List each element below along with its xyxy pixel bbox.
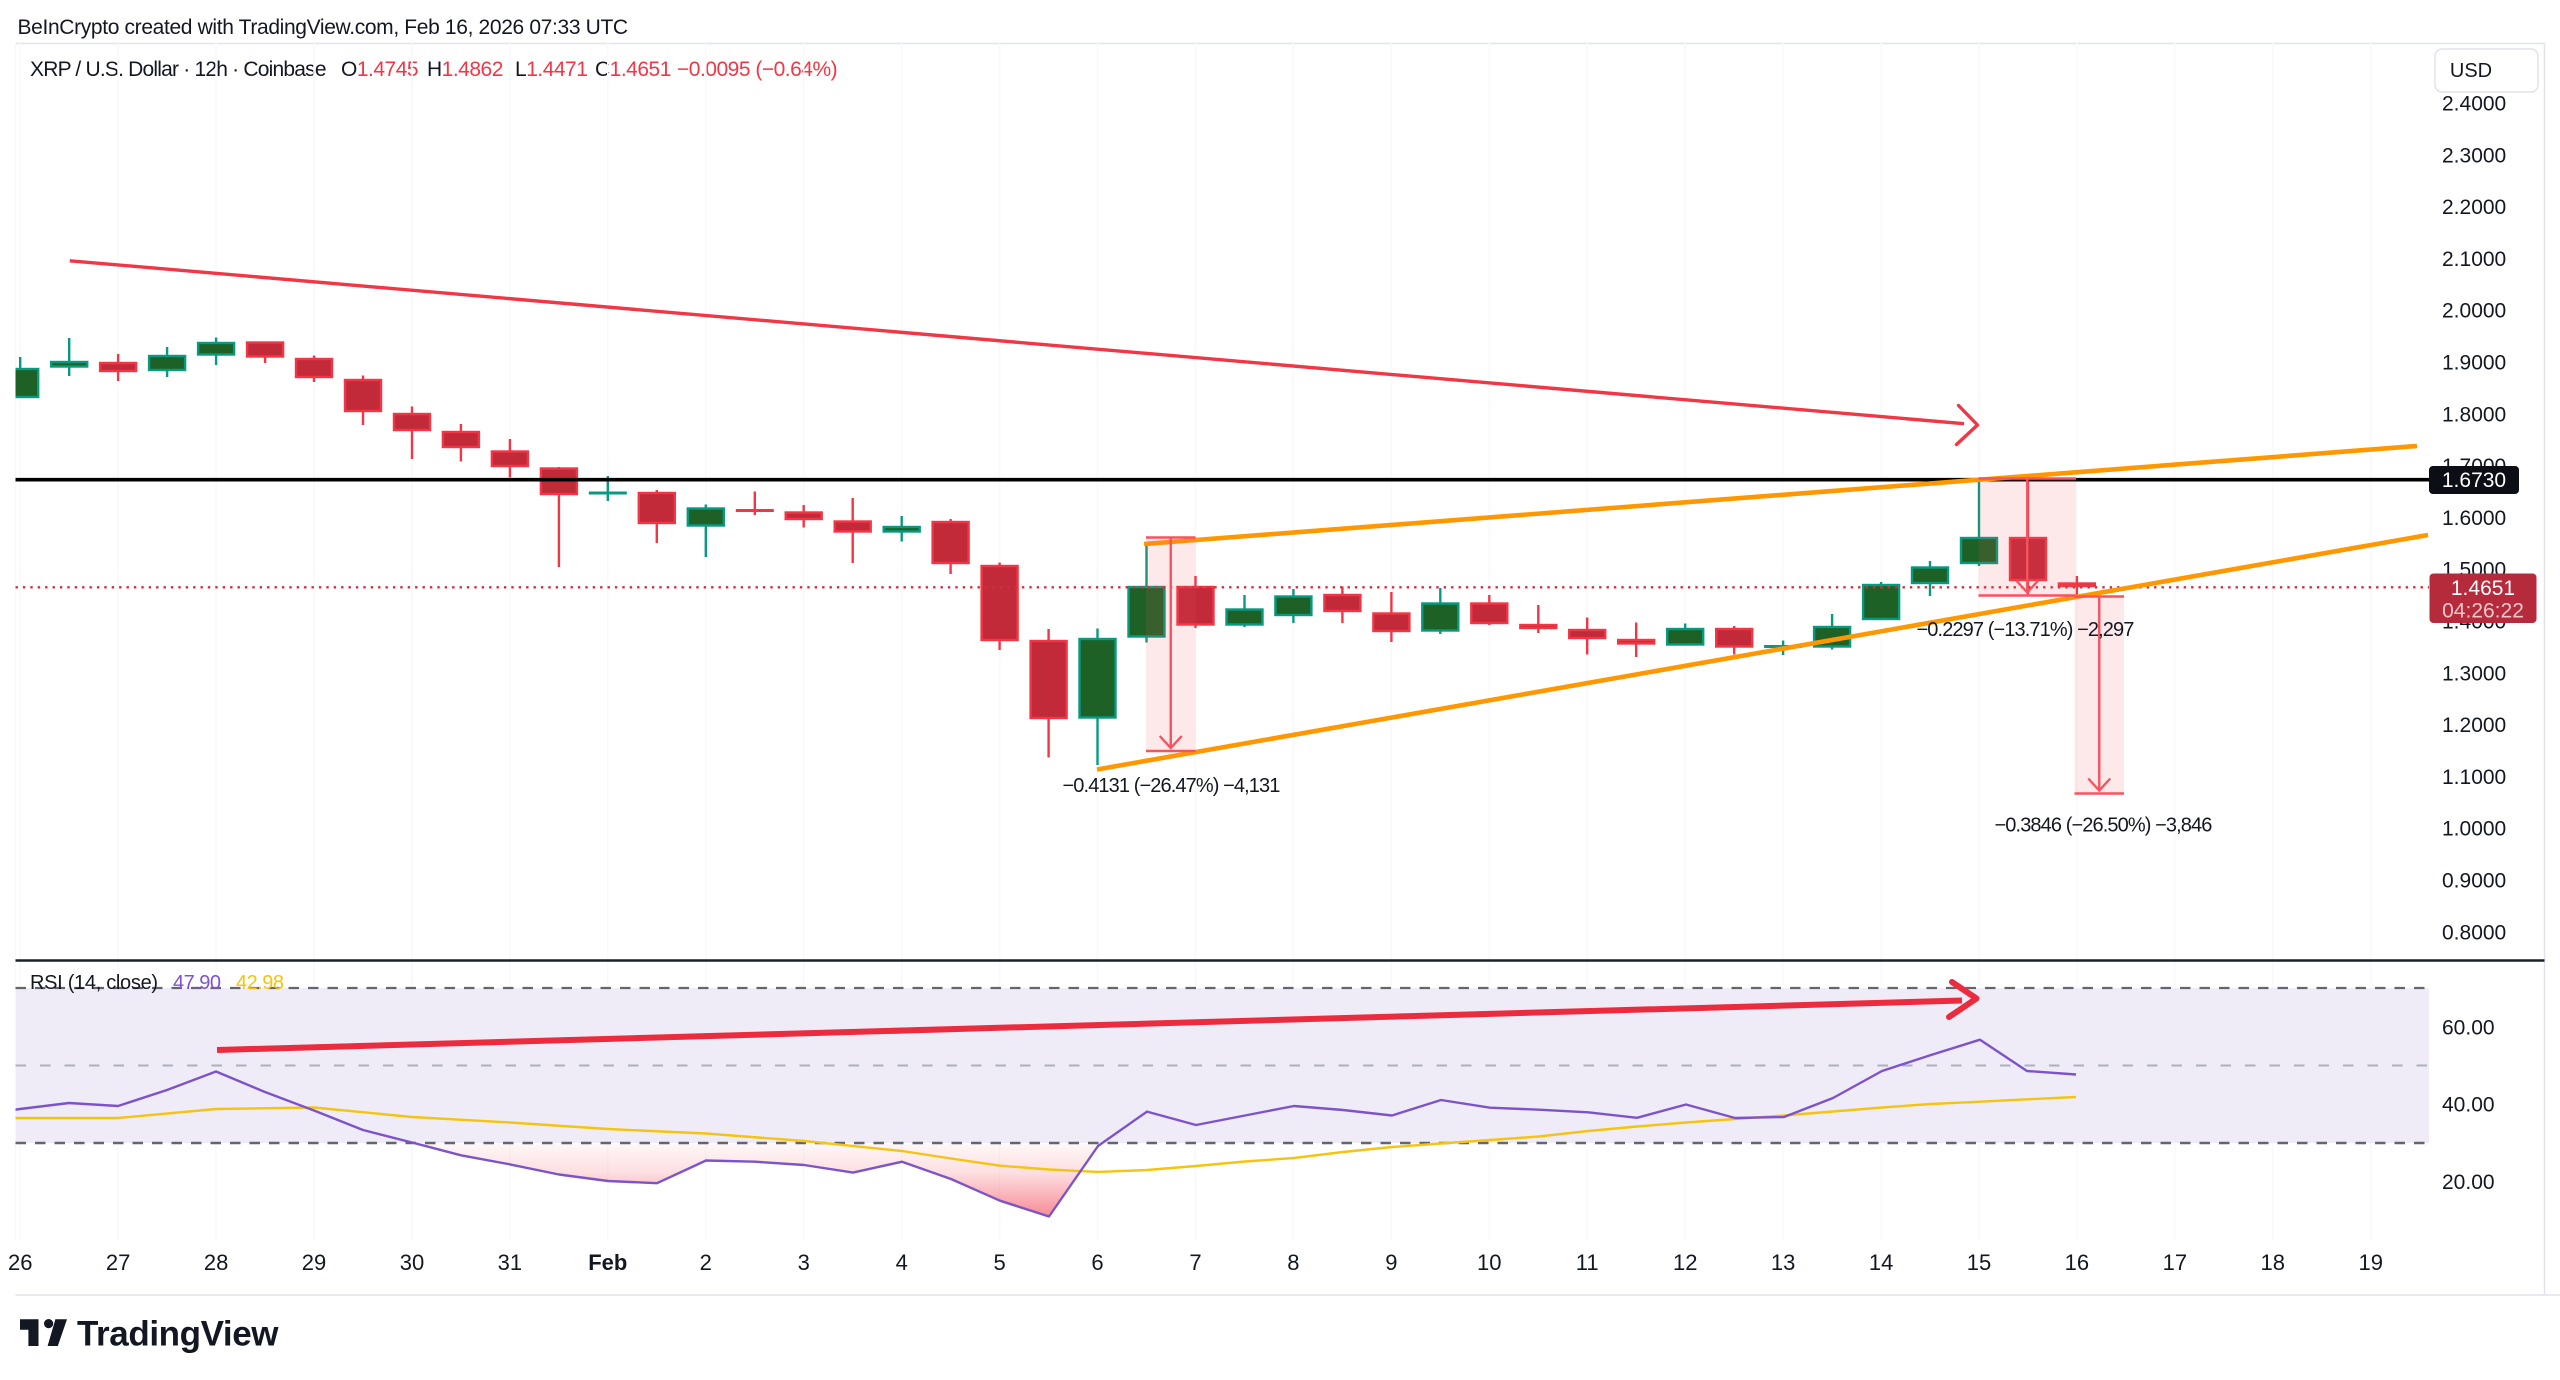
svg-text:60.00: 60.00	[2442, 1016, 2495, 1039]
svg-text:4: 4	[896, 1250, 908, 1275]
svg-text:C1.4651: C1.4651	[595, 58, 671, 81]
svg-text:6: 6	[1091, 1250, 1103, 1275]
svg-text:TradingView: TradingView	[77, 1315, 279, 1354]
svg-text:1.9000: 1.9000	[2442, 352, 2506, 375]
svg-text:−0.2297 (−13.71%) −2,297: −0.2297 (−13.71%) −2,297	[1917, 619, 2135, 641]
svg-text:31: 31	[498, 1250, 522, 1275]
svg-text:30: 30	[400, 1250, 424, 1275]
svg-text:−0.0095 (−0.64%): −0.0095 (−0.64%)	[677, 58, 837, 81]
svg-text:2: 2	[700, 1250, 712, 1275]
svg-text:1.8000: 1.8000	[2442, 403, 2506, 426]
svg-text:2.4000: 2.4000	[2442, 93, 2506, 116]
svg-text:RSI (14, close): RSI (14, close)	[30, 972, 158, 994]
svg-text:19: 19	[2359, 1250, 2383, 1275]
svg-text:2.3000: 2.3000	[2442, 144, 2506, 167]
svg-text:−0.4131 (−26.47%) −4,131: −0.4131 (−26.47%) −4,131	[1063, 775, 1281, 797]
svg-text:16: 16	[2065, 1250, 2089, 1275]
svg-text:2.0000: 2.0000	[2442, 300, 2506, 323]
svg-text:10: 10	[1477, 1250, 1501, 1275]
svg-text:28: 28	[204, 1250, 228, 1275]
svg-text:BeInCrypto created with Tradin: BeInCrypto created with TradingView.com,…	[18, 16, 628, 39]
svg-text:17: 17	[2163, 1250, 2187, 1275]
svg-text:7: 7	[1189, 1250, 1201, 1275]
svg-text:12: 12	[1673, 1250, 1697, 1275]
svg-text:40.00: 40.00	[2442, 1094, 2495, 1117]
svg-text:13: 13	[1771, 1250, 1795, 1275]
svg-text:1.3000: 1.3000	[2442, 662, 2506, 685]
svg-text:1.4651: 1.4651	[2451, 577, 2515, 600]
svg-text:−0.3846 (−26.50%) −3,846: −0.3846 (−26.50%) −3,846	[1995, 815, 2213, 837]
svg-text:1.0000: 1.0000	[2442, 818, 2506, 841]
svg-text:47.90: 47.90	[173, 972, 221, 994]
svg-text:0.9000: 0.9000	[2442, 870, 2506, 893]
svg-text:1.6000: 1.6000	[2442, 507, 2506, 530]
svg-text:Feb: Feb	[588, 1250, 627, 1275]
svg-text:15: 15	[1967, 1250, 1991, 1275]
svg-text:1.1000: 1.1000	[2442, 766, 2506, 789]
svg-text:H1.4862: H1.4862	[427, 58, 503, 81]
svg-text:USD: USD	[2450, 60, 2492, 82]
svg-text:11: 11	[1576, 1250, 1599, 1275]
svg-text:O1.4745: O1.4745	[341, 58, 418, 81]
svg-text:XRP / U.S. Dollar · 12h · Coin: XRP / U.S. Dollar · 12h · Coinbase	[30, 58, 326, 81]
svg-text:2.1000: 2.1000	[2442, 248, 2506, 271]
svg-text:3: 3	[798, 1250, 810, 1275]
svg-text:2.2000: 2.2000	[2442, 196, 2506, 219]
svg-text:8: 8	[1287, 1250, 1299, 1275]
svg-text:0.8000: 0.8000	[2442, 921, 2506, 944]
svg-text:L1.4471: L1.4471	[515, 58, 587, 81]
svg-text:14: 14	[1869, 1250, 1893, 1275]
svg-text:9: 9	[1385, 1250, 1397, 1275]
svg-text:1.2000: 1.2000	[2442, 714, 2506, 737]
svg-text:29: 29	[302, 1250, 326, 1275]
svg-text:04:26:22: 04:26:22	[2442, 600, 2524, 623]
svg-text:1.6730: 1.6730	[2442, 469, 2506, 492]
svg-text:20.00: 20.00	[2442, 1171, 2495, 1194]
svg-text:42.98: 42.98	[236, 972, 284, 994]
svg-text:26: 26	[8, 1250, 32, 1275]
svg-text:5: 5	[993, 1250, 1005, 1275]
svg-text:18: 18	[2261, 1250, 2285, 1275]
svg-text:27: 27	[106, 1250, 130, 1275]
